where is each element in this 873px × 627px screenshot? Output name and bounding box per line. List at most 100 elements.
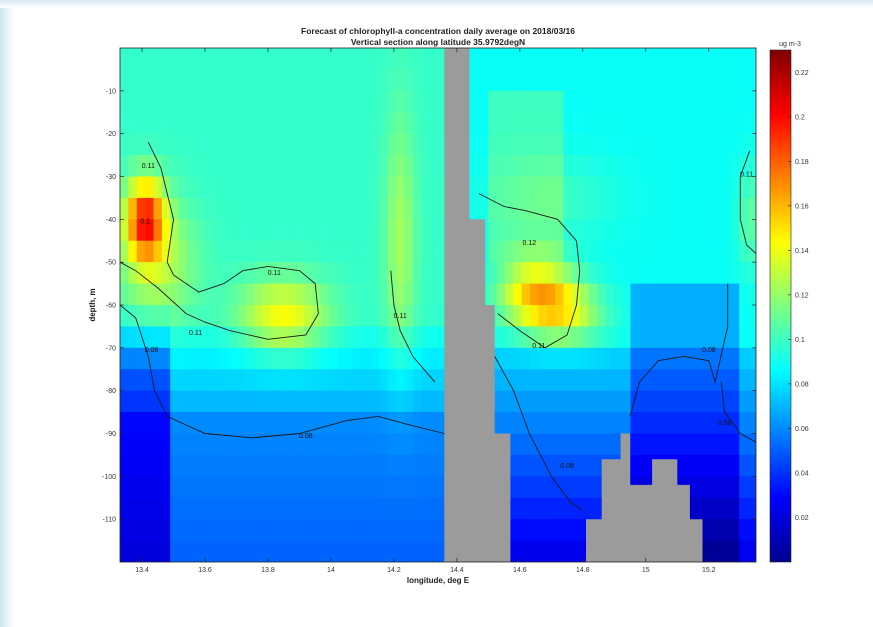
heatmap-cell [663,283,673,306]
heatmap-cell [379,69,389,92]
heatmap-cell [412,197,422,220]
heatmap-cell [714,540,724,562]
contour-label: 0.08 [145,347,159,354]
heatmap-cell [128,69,138,92]
heatmap-cell [538,347,548,370]
heatmap-cell [613,283,623,306]
heatmap-cell [228,326,238,349]
heatmap-cell [739,48,749,71]
heatmap-cell [647,240,657,263]
heatmap-cell [538,476,548,499]
heatmap-cell [287,48,297,71]
heatmap-cell [563,155,573,178]
heatmap-cell [438,476,447,499]
heatmap-cell [153,326,163,349]
heatmap-cell [178,476,188,499]
heatmap-cell [739,390,749,413]
y-tick-label: -90 [106,431,116,438]
heatmap-cell [571,326,581,349]
heatmap-cell [421,48,431,71]
heatmap-cell [220,476,230,499]
heatmap-cell [588,497,598,520]
heatmap-cell [747,305,756,328]
heatmap-cell [337,326,347,349]
heatmap-cell [638,90,648,113]
heatmap-cell [697,390,707,413]
heatmap-cell [337,133,347,156]
x-tick-label: 14 [327,567,335,574]
heatmap-cell [136,369,146,392]
heatmap-cell [655,112,665,135]
heatmap-cell [613,412,623,435]
heatmap-cell [689,433,699,456]
heatmap-cell [630,326,640,349]
heatmap-cell [538,390,548,413]
heatmap-cell [253,90,263,113]
heatmap-cell [438,69,447,92]
heatmap-cell [513,519,523,542]
heatmap-cell [212,497,222,520]
heatmap-cell [730,326,740,349]
heatmap-cell [253,262,263,285]
heatmap-cell [345,454,355,477]
heatmap-cell [513,48,523,71]
heatmap-cell [404,540,414,562]
heatmap-cell [647,433,657,456]
heatmap-cell [329,347,339,370]
heatmap-cell [396,497,406,520]
heatmap-cell [563,540,573,562]
heatmap-cell [504,155,514,178]
heatmap-cell [747,519,756,542]
heatmap-cell [186,48,196,71]
heatmap-cell [622,133,632,156]
heatmap-cell [672,390,682,413]
heatmap-cell [563,219,573,242]
heatmap-cell [521,347,531,370]
heatmap-cell [362,519,372,542]
heatmap-cell [195,454,205,477]
heatmap-cell [429,155,439,178]
heatmap-cell [404,197,414,220]
heatmap-cell [320,219,330,242]
heatmap-cell [287,412,297,435]
heatmap-cell [714,497,724,520]
heatmap-cell [705,326,715,349]
heatmap-cell [170,305,180,328]
heatmap-cell [354,369,364,392]
heatmap-cell [362,262,372,285]
heatmap-cell [371,369,381,392]
heatmap-cell [697,133,707,156]
heatmap-cell [429,69,439,92]
heatmap-cell [588,369,598,392]
heatmap-cell [245,412,255,435]
heatmap-cell [588,240,598,263]
heatmap-cell [212,69,222,92]
heatmap-cell [245,90,255,113]
heatmap-cell [128,262,138,285]
heatmap-cell [253,497,263,520]
heatmap-cell [705,305,715,328]
heatmap-cell [345,412,355,435]
heatmap-cell [362,326,372,349]
heatmap-cell [613,90,623,113]
heatmap-cell [655,433,665,456]
heatmap-cell [488,197,498,220]
heatmap-cell [320,48,330,71]
heatmap-cell [354,133,364,156]
heatmap-cell [253,240,263,263]
heatmap-cell [396,347,406,370]
heatmap-cell [220,48,230,71]
heatmap-cell [588,347,598,370]
heatmap-cell [571,69,581,92]
heatmap-cell [270,90,280,113]
heatmap-cell [555,433,565,456]
heatmap-cell [638,326,648,349]
heatmap-cell [597,412,606,435]
heatmap-cell [203,262,213,285]
heatmap-cell [571,112,581,135]
heatmap-cell [429,433,439,456]
heatmap-cell [555,347,565,370]
heatmap-cell [412,326,422,349]
heatmap-cell [279,112,288,135]
heatmap-cell [504,326,514,349]
